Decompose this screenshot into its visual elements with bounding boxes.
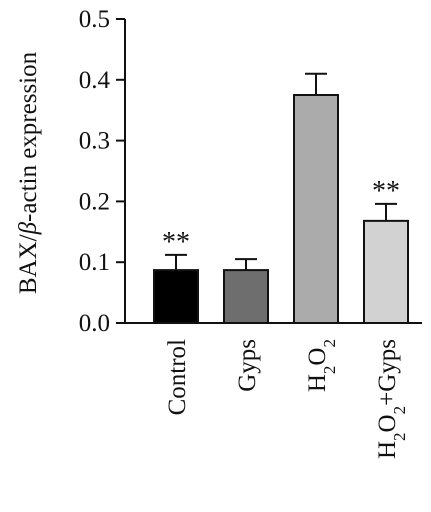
x-tick-label: Control (164, 339, 191, 415)
bar-control (153, 269, 199, 325)
y-tick-label: 0.5 (79, 6, 110, 33)
y-tick-label: 0.3 (79, 128, 110, 155)
y-tick-label: 0.4 (79, 67, 111, 94)
y-tick-label: 0.0 (79, 310, 110, 337)
bar-h2o2 (293, 94, 339, 324)
significance-mark: ** (162, 227, 190, 258)
bar-gyps (223, 269, 269, 325)
y-tick-label: 0.1 (79, 249, 110, 276)
labels-group: 0.0 0.1 0.2 0.3 0.4 0.5 BAX/β-actin expression… (15, 6, 409, 459)
y-axis-title: BAX/β-actin expression (15, 51, 42, 294)
bar-h2o2-gyps (363, 219, 409, 324)
y-tick-label: 0.2 (79, 188, 110, 215)
significance-mark: ** (372, 176, 400, 207)
x-tick-label: H2O2+Gyps (374, 339, 409, 459)
x-tick-label: H2O2 (304, 339, 339, 392)
x-tick-label: Gyps (234, 339, 261, 392)
bars-group (153, 72, 409, 325)
